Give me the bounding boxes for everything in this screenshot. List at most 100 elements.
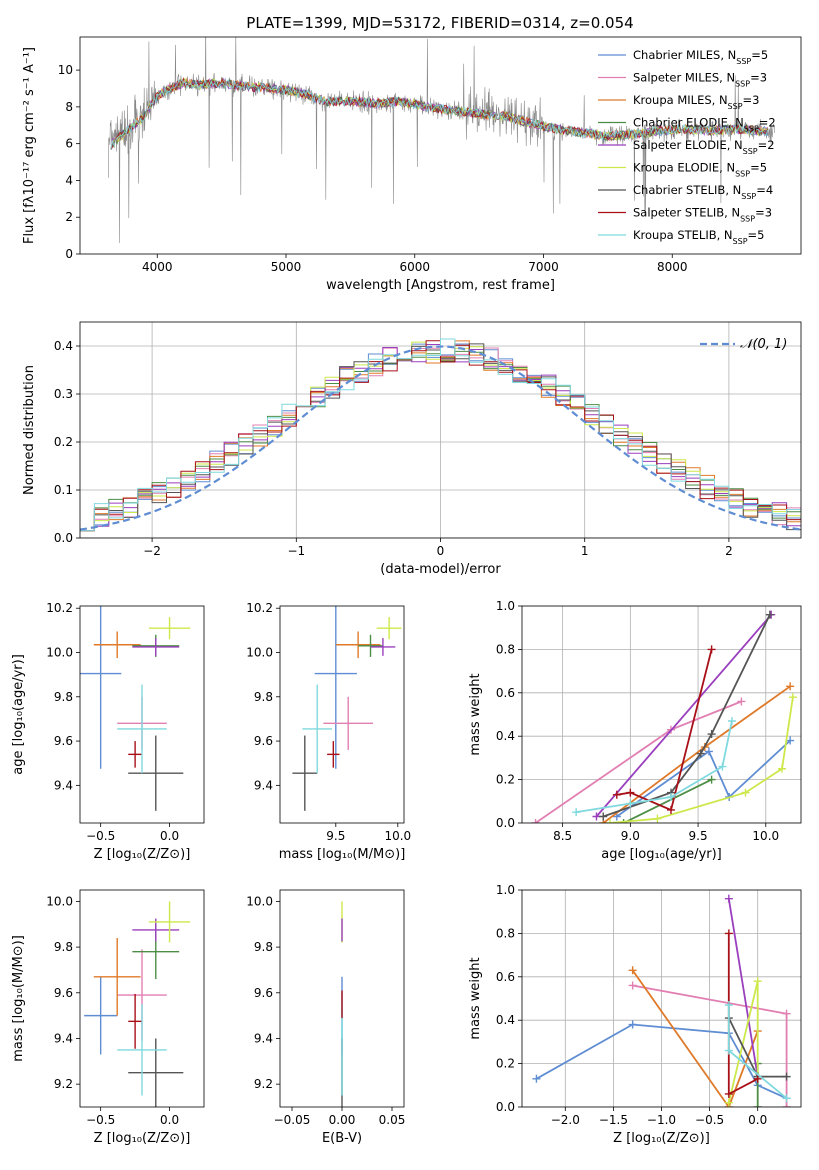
axes-frame: [521, 889, 802, 1108]
y-tick-label: 0: [65, 247, 73, 261]
x-tick-label: −0.05: [274, 1113, 311, 1127]
weight-marker: [737, 697, 746, 706]
legend-entry: 𝒩(0, 1): [740, 337, 787, 352]
weight-marker: [653, 814, 662, 823]
weight-marker: [707, 775, 716, 784]
x-tick-label: 10.0: [384, 829, 411, 843]
weight-marker: [786, 736, 795, 745]
legend-entry: Chabrier MILES, NSSP=5: [633, 48, 768, 66]
x-tick-label: −1.5: [599, 1113, 628, 1127]
weight-marker: [532, 1074, 541, 1083]
y-tick-label: 0.2: [54, 435, 73, 449]
x-tick-label: −2.0: [551, 1113, 580, 1127]
y-tick-label: 9.8: [54, 690, 73, 704]
plot-area-weight-vs-age: [522, 606, 801, 823]
axes-weight-vs-Z: −2.0 −1.5 −1.0 −0.5 0.0 0.0 0.2 0.4 0.6 0.8 1.0 Z […: [468, 883, 802, 1146]
axes-spectrum: 4000 5000 6000 7000 8000 0 2 4 6 8 10 Chabrier MILE…: [22, 36, 802, 293]
axes-age-vs-Z: −0.5 0.0 9.4 9.6 9.8 10.0 10.2 Z [log₁₀(Z/Z⊙)] a…: [11, 601, 205, 862]
y-tick-label: 2: [65, 210, 73, 224]
y-axis-label: Normed distribution: [22, 365, 37, 495]
axes-frame: [279, 605, 405, 824]
axes-mass-vs-EBV: −0.05 0.00 0.05 9.2 9.4 9.6 9.8 10.0 E(B-V): [246, 889, 406, 1146]
axes-frame: [279, 889, 405, 1108]
weight-marker: [572, 808, 581, 817]
plot-area-spectrum: [108, 37, 776, 243]
weight-marker: [628, 966, 637, 975]
weight-marker: [531, 819, 540, 823]
x-tick-label: 0: [437, 544, 445, 558]
y-axis-label: Flux [fλ10⁻¹⁷ erg cm⁻² s⁻¹ A⁻¹]: [22, 47, 37, 244]
y-tick-label: 0.2: [496, 1057, 515, 1071]
y-tick-label: 10: [58, 63, 73, 77]
weight-marker: [753, 1103, 762, 1107]
weight-marker: [592, 812, 601, 821]
weight-marker: [724, 894, 733, 903]
y-tick-label: 1.0: [496, 883, 515, 897]
plot-area-residuals: [80, 322, 801, 538]
weight-line: [616, 649, 713, 812]
weight-marker: [724, 1001, 733, 1010]
weight-marker: [628, 1020, 637, 1029]
y-tick-label: 9.2: [254, 1077, 273, 1091]
y-tick-label: 9.8: [54, 940, 73, 954]
weight-marker: [724, 929, 733, 938]
weight-marker: [599, 812, 608, 821]
y-tick-label: 9.2: [54, 1077, 73, 1091]
weight-marker: [782, 1072, 791, 1081]
plot-area-age-vs-mass: [292, 606, 402, 811]
y-tick-label: 0.3: [54, 387, 73, 401]
weight-marker: [788, 693, 797, 702]
y-tick-label: 0.8: [496, 926, 515, 940]
axes-residuals: −2 −1 0 1 2 0.0 0.1 0.2 0.3 0.4 𝒩(0, 1) (data-model…: [22, 321, 802, 577]
y-tick-label: 4: [65, 173, 73, 187]
weight-marker: [628, 981, 637, 990]
legend-entry: Kroupa ELODIE, NSSP=5: [633, 161, 767, 179]
axes-frame: [521, 605, 802, 824]
weight-line: [616, 739, 791, 818]
weight-marker: [724, 1098, 733, 1107]
weight-marker: [724, 1089, 733, 1098]
x-tick-label: −0.5: [86, 1113, 115, 1127]
weight-marker: [707, 730, 716, 739]
y-axis-label: mass [log₁₀(M/M⊙)]: [11, 935, 26, 1062]
legend-entry: Chabrier STELIB, NSSP=4: [633, 183, 773, 201]
y-tick-label: 0.4: [496, 1013, 515, 1027]
axes-age-vs-mass: 9.5 10.0 9.4 9.6 9.8 10.0 10.2 mass [log₁₀(M/M⊙…: [246, 601, 411, 862]
x-tick-label: −0.5: [695, 1113, 724, 1127]
weight-marker: [782, 1094, 791, 1103]
x-axis-label: Z [log₁₀(Z/Z⊙)]: [613, 1131, 710, 1146]
y-tick-label: 10.0: [246, 894, 273, 908]
weight-marker: [741, 788, 750, 797]
y-axis-label: mass weight: [468, 957, 483, 1039]
weight-marker: [727, 717, 736, 726]
x-tick-label: 8000: [657, 260, 688, 274]
y-tick-label: 0.0: [496, 1100, 515, 1114]
normal-reference-curve: [80, 345, 801, 531]
weight-marker: [753, 1074, 762, 1083]
x-tick-label: 2: [725, 544, 733, 558]
axes-frame: [79, 605, 205, 824]
y-tick-label: 1.0: [496, 599, 515, 613]
weight-marker: [753, 977, 762, 986]
weight-marker: [612, 790, 621, 799]
x-tick-label: 8.5: [553, 829, 572, 843]
weight-marker: [626, 799, 635, 808]
y-axis-label: age [log₁₀(age/yr)]: [11, 654, 26, 775]
plot-area-weight-vs-Z: [522, 890, 801, 1107]
legend-entry: Salpeter ELODIE, NSSP=2: [633, 138, 775, 156]
weight-marker: [626, 788, 635, 797]
axes-frame: [79, 889, 205, 1108]
x-tick-label: 7000: [528, 260, 559, 274]
y-tick-label: 10.0: [246, 646, 273, 660]
x-tick-label: −1: [287, 544, 305, 558]
y-tick-label: 9.4: [254, 1031, 273, 1045]
model-spectrum-line: [110, 78, 768, 150]
x-axis-label: age [log₁₀(age/yr)]: [601, 847, 722, 862]
legend-entry: Salpeter STELIB, NSSP=3: [633, 206, 772, 224]
weight-marker: [782, 1009, 791, 1018]
x-tick-label: 10.0: [752, 829, 779, 843]
x-tick-label: 0.05: [379, 1113, 406, 1127]
x-tick-label: 4000: [142, 260, 173, 274]
y-tick-label: 9.8: [254, 690, 273, 704]
x-tick-label: 1: [581, 544, 589, 558]
